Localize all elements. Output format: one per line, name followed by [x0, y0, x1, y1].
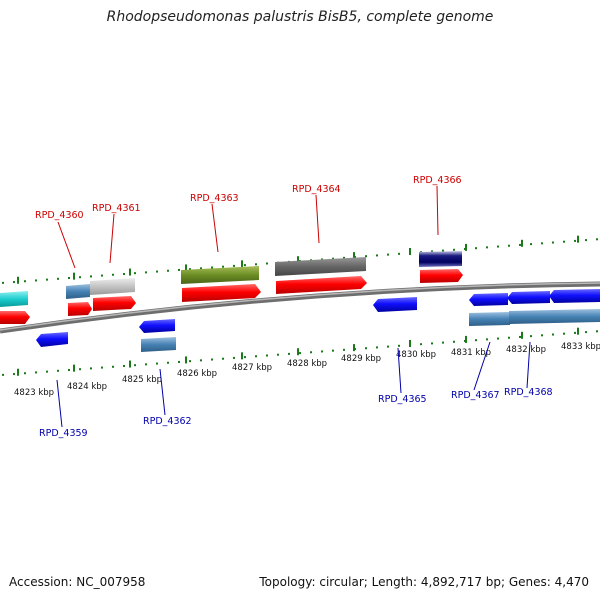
gene-arrow-forward [182, 284, 261, 302]
kbp-tick-label: 4831 kbp [451, 348, 491, 358]
feature-block-forward [181, 266, 259, 284]
gene-arrow-forward [68, 302, 92, 316]
gene-arrow-reverse [36, 332, 68, 347]
gene-arrow-reverse [507, 291, 550, 304]
kbp-tick-label: 4825 kbp [122, 375, 162, 385]
gene-arrow-forward [276, 276, 367, 294]
gene-label-reverse: RPD_4359 [39, 428, 88, 439]
reverse-scale-ticks [2, 327, 598, 376]
feature-block-reverse [469, 312, 510, 326]
gene-arrow-reverse [373, 297, 417, 312]
gene-arrow-forward [0, 311, 30, 324]
gene-label-forward: RPD_4363 [190, 193, 239, 204]
kbp-tick-label: 4824 kbp [67, 382, 107, 392]
gene-label-reverse: RPD_4362 [143, 416, 192, 427]
gene-label-reverse: RPD_4365 [378, 394, 427, 405]
forward-leader-lines [57, 185, 439, 269]
kbp-tick-label: 4823 kbp [14, 388, 54, 398]
gene-label-forward: RPD_4366 [413, 175, 462, 186]
reverse-leader-lines [56, 341, 531, 428]
map-title: Rhodopseudomonas palustris BisB5, comple… [106, 9, 494, 25]
feature-block-forward [66, 284, 90, 299]
accession-label: Accession: NC_007958 [9, 575, 146, 589]
genome-summary: Topology: circular; Length: 4,892,717 bp… [259, 575, 589, 589]
gene-label-reverse: RPD_4368 [504, 387, 553, 398]
gene-arrow-reverse [549, 289, 600, 303]
feature-block-forward [275, 257, 366, 276]
kbp-tick-label: 4829 kbp [341, 354, 381, 364]
gene-label-forward: RPD_4360 [35, 210, 84, 221]
kbp-tick-label: 4832 kbp [506, 345, 546, 355]
feature-block-forward [0, 291, 28, 307]
feature-block-forward [90, 278, 135, 295]
kbp-tick-label: 4826 kbp [177, 369, 217, 379]
kbp-tick-label: 4827 kbp [232, 363, 272, 373]
gene-arrow-forward [420, 269, 463, 283]
gene-label-reverse: RPD_4367 [451, 390, 500, 401]
gene-label-forward: RPD_4361 [92, 203, 141, 214]
feature-block-forward [419, 251, 462, 267]
forward-scale-ticks [2, 235, 598, 284]
kbp-tick-label: 4828 kbp [287, 359, 327, 369]
feature-block-reverse [141, 337, 176, 352]
gene-arrow-forward [93, 296, 136, 311]
feature-block-reverse [509, 309, 600, 324]
gene-label-forward: RPD_4364 [292, 184, 341, 195]
gene-arrow-reverse [469, 293, 508, 306]
genome-backbone [0, 281, 600, 334]
gene-arrow-reverse [139, 319, 175, 333]
kbp-tick-label: 4830 kbp [396, 350, 436, 360]
kbp-tick-label: 4833 kbp [561, 342, 600, 352]
